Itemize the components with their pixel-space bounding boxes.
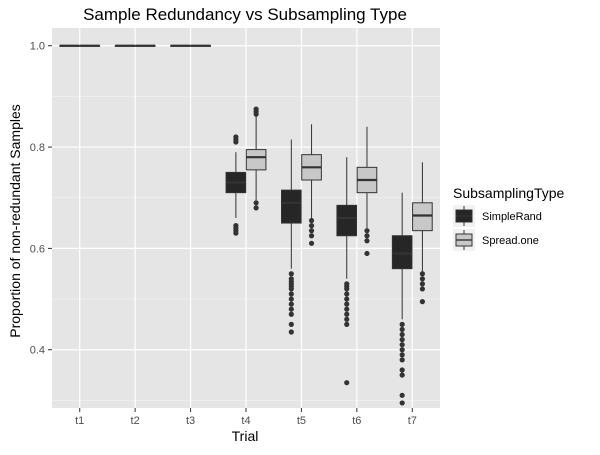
legend-title: SubsamplingType bbox=[453, 185, 565, 201]
legend-label: SimpleRand bbox=[482, 211, 542, 223]
boxplot-t5-Spread.one bbox=[301, 124, 322, 246]
outlier-point bbox=[233, 230, 239, 236]
outlier-point bbox=[308, 240, 315, 246]
outlier-point bbox=[399, 337, 405, 343]
plot-panel bbox=[52, 28, 440, 408]
boxplot-t2-Spread.one bbox=[134, 44, 156, 47]
outlier-point bbox=[419, 299, 426, 305]
outlier-point bbox=[288, 311, 294, 317]
outlier-point bbox=[399, 352, 405, 358]
boxplot-t1-Spread.one bbox=[79, 44, 101, 47]
outlier-point bbox=[364, 250, 370, 257]
outlier-point bbox=[399, 372, 405, 378]
boxplot-t1-SimpleRand bbox=[59, 44, 80, 47]
outlier-point bbox=[288, 286, 294, 292]
outlier-point bbox=[419, 276, 426, 282]
outlier-point bbox=[364, 228, 370, 234]
legend-label: Spread.one bbox=[482, 235, 539, 247]
outlier-point bbox=[308, 223, 315, 229]
boxes-layer bbox=[59, 44, 433, 406]
outlier-point bbox=[399, 331, 405, 338]
outlier-point bbox=[288, 321, 294, 327]
outlier-point bbox=[399, 367, 405, 373]
outlier-point bbox=[399, 326, 405, 333]
y-tick-label: 0.6 bbox=[30, 243, 45, 255]
legend-item-SimpleRand: SimpleRand bbox=[453, 205, 542, 227]
y-axis-label: Proportion of non-redundant Samples bbox=[7, 104, 23, 337]
outlier-point bbox=[419, 271, 426, 277]
outlier-point bbox=[288, 329, 294, 335]
x-axis-label: Trial bbox=[232, 428, 259, 444]
outlier-point bbox=[288, 296, 294, 302]
box-body bbox=[281, 189, 302, 224]
outlier-point bbox=[344, 296, 350, 302]
y-tick-label: 1.0 bbox=[30, 41, 45, 53]
legend-item-Spread.one: Spread.one bbox=[453, 229, 539, 251]
outlier-point bbox=[344, 311, 350, 317]
outlier-point bbox=[344, 291, 350, 297]
outlier-point bbox=[253, 205, 259, 211]
outlier-point bbox=[288, 306, 294, 312]
boxplot-t2-SimpleRand bbox=[114, 44, 136, 47]
boxplot-t6-Spread.one bbox=[356, 126, 378, 257]
outlier-point bbox=[399, 392, 405, 398]
x-tick-label: t7 bbox=[408, 415, 417, 427]
outlier-point bbox=[344, 380, 350, 386]
outlier-point bbox=[344, 316, 350, 322]
y-axis: 0.4 0.6 0.8 1.0 bbox=[30, 41, 52, 357]
outlier-point bbox=[308, 217, 315, 224]
x-tick-label: t2 bbox=[131, 415, 140, 427]
chart-title: Sample Redundancy vs Subsampling Type bbox=[83, 5, 407, 24]
box-body bbox=[245, 149, 267, 171]
outlier-point bbox=[419, 281, 426, 287]
outlier-point bbox=[288, 291, 294, 297]
y-tick-label: 0.8 bbox=[30, 142, 45, 154]
x-tick-label: t4 bbox=[241, 415, 250, 427]
box-body bbox=[391, 235, 413, 270]
outlier-point bbox=[288, 271, 294, 277]
outlier-point bbox=[288, 301, 294, 307]
box-body bbox=[336, 204, 358, 237]
outlier-point bbox=[253, 200, 259, 206]
outlier-point bbox=[399, 400, 405, 406]
y-tick-label: 0.4 bbox=[30, 345, 45, 357]
outlier-point bbox=[399, 347, 405, 353]
x-tick-label: t5 bbox=[297, 415, 306, 427]
outlier-point bbox=[399, 357, 405, 363]
boxplot-t3-Spread.one bbox=[190, 44, 211, 47]
outlier-point bbox=[399, 342, 405, 348]
boxplot-t3-SimpleRand bbox=[170, 44, 191, 47]
boxplot-t4-SimpleRand bbox=[225, 134, 247, 236]
outlier-point bbox=[364, 238, 370, 244]
outlier-point bbox=[364, 233, 370, 239]
outlier-point bbox=[344, 301, 350, 307]
outlier-point bbox=[344, 286, 350, 292]
boxplot-t7-SimpleRand bbox=[391, 192, 413, 406]
outlier-point bbox=[308, 228, 315, 234]
outlier-point bbox=[344, 321, 350, 327]
legend: SubsamplingType SimpleRand Spread.one bbox=[453, 185, 565, 251]
boxplot-t4-Spread.one bbox=[245, 106, 267, 211]
boxplot-t6-SimpleRand bbox=[336, 157, 358, 386]
x-tick-label: t6 bbox=[352, 415, 361, 427]
outlier-point bbox=[233, 139, 239, 145]
x-tick-label: t1 bbox=[75, 415, 84, 427]
boxplot-t7-Spread.one bbox=[412, 162, 433, 305]
outlier-point bbox=[344, 306, 350, 312]
box-body bbox=[412, 202, 433, 232]
outlier-point bbox=[308, 233, 315, 239]
x-tick-label: t3 bbox=[186, 415, 195, 427]
x-axis: t1 t2 t3 t4 t5 t6 t7 bbox=[75, 408, 417, 427]
boxplot-t5-SimpleRand bbox=[281, 139, 302, 335]
outlier-point bbox=[399, 321, 405, 327]
outlier-point bbox=[419, 286, 426, 292]
outlier-point bbox=[253, 111, 259, 117]
